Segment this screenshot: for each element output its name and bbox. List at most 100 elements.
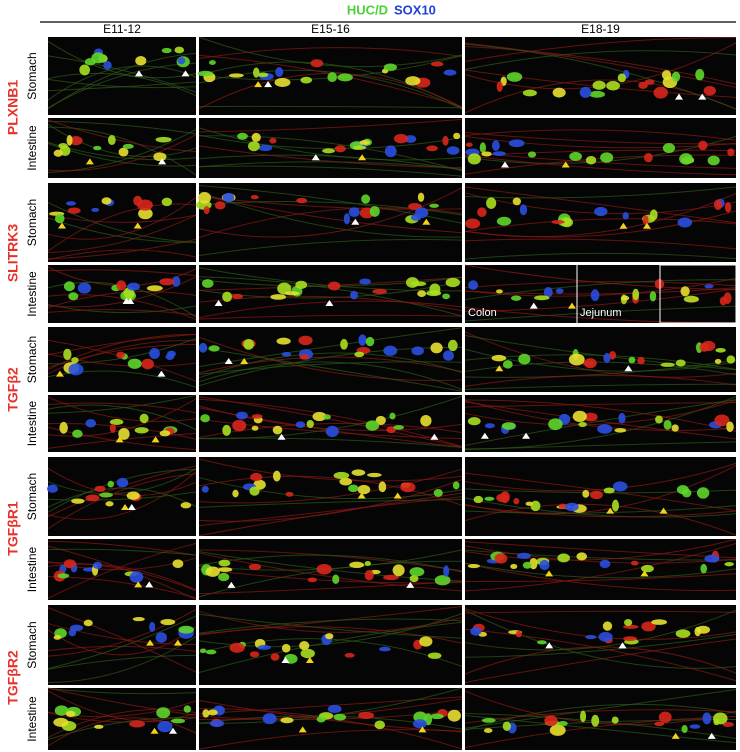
cell [393, 425, 405, 430]
cell [323, 414, 331, 420]
cell [680, 286, 690, 297]
arrowhead [126, 297, 135, 304]
cell [578, 421, 587, 428]
cell [597, 424, 613, 434]
cell [57, 573, 70, 579]
cell [600, 152, 614, 163]
tissue-fiber [198, 479, 463, 522]
cell [405, 76, 421, 86]
tissue-fiber [198, 145, 463, 169]
cell [334, 145, 346, 153]
arrowhead [227, 581, 236, 588]
cell [91, 207, 100, 212]
cell [68, 292, 79, 301]
cell [519, 204, 528, 216]
tissue-label: Stomach [25, 473, 39, 520]
cell [724, 202, 732, 213]
cell [251, 425, 259, 431]
cell [340, 338, 348, 350]
tissue-fiber [198, 696, 463, 715]
cell [249, 651, 260, 658]
cell [715, 348, 726, 353]
cell [384, 145, 397, 158]
cell [99, 492, 113, 498]
cell [177, 57, 186, 65]
cell [506, 72, 523, 82]
cell [229, 642, 245, 653]
cell [654, 278, 665, 289]
tissue-fiber [198, 118, 463, 133]
cell [365, 336, 375, 347]
arrowhead [698, 93, 707, 100]
cell [465, 218, 481, 229]
gene-label: TGFβR2 [5, 650, 21, 705]
cell [231, 293, 244, 300]
arrowhead [545, 642, 554, 649]
cell [129, 571, 144, 583]
cell [275, 67, 284, 77]
cell [272, 470, 281, 482]
cell [126, 491, 140, 500]
cell [491, 140, 500, 151]
cell [201, 485, 209, 493]
cell [618, 412, 626, 424]
cell [603, 487, 615, 494]
tissue-fiber [198, 281, 463, 299]
arrowhead [224, 357, 233, 364]
cell [332, 574, 340, 584]
micrograph-panel [465, 327, 736, 392]
cell [702, 712, 712, 725]
arrowhead [357, 492, 366, 499]
arrowhead [305, 656, 314, 663]
cell [552, 87, 566, 98]
cell [348, 484, 359, 493]
tissue-fiber [464, 402, 737, 408]
cell [118, 147, 129, 157]
cell [430, 713, 444, 720]
cell [46, 484, 58, 493]
cell [105, 501, 114, 507]
cell [658, 711, 672, 723]
cell [465, 142, 473, 147]
cell [591, 714, 600, 727]
cell [632, 288, 640, 301]
micrograph-panel [199, 118, 462, 178]
cell [530, 500, 541, 512]
cell [296, 197, 308, 204]
tissue-fiber [198, 194, 463, 234]
tissue-fiber [47, 687, 197, 716]
cell [91, 52, 106, 64]
tissue-fiber [464, 638, 737, 683]
cell [412, 719, 427, 729]
cell [527, 151, 537, 158]
cell [54, 213, 65, 224]
tissue-fiber [198, 610, 463, 633]
cell [452, 481, 460, 490]
arrowhead [58, 222, 67, 229]
cell [295, 280, 308, 290]
tissue-fiber [47, 214, 197, 253]
cell [94, 485, 106, 492]
tissue-fiber [464, 238, 737, 250]
cell [201, 279, 214, 288]
tissue-fiber [198, 361, 463, 390]
cell [134, 427, 149, 434]
cell [430, 61, 444, 67]
cell [564, 502, 579, 512]
cell [367, 472, 382, 478]
cell [549, 724, 566, 736]
arrowhead [430, 433, 439, 440]
cell [67, 207, 81, 214]
cell [155, 136, 172, 143]
cell [351, 469, 366, 476]
cell [361, 194, 371, 204]
cell [357, 484, 371, 495]
arrowhead [133, 222, 142, 229]
cell [543, 287, 553, 298]
tissue-fiber [198, 580, 463, 595]
cell [378, 646, 391, 652]
tissue-fiber [47, 654, 197, 670]
cell [257, 72, 269, 78]
cell [146, 285, 163, 292]
